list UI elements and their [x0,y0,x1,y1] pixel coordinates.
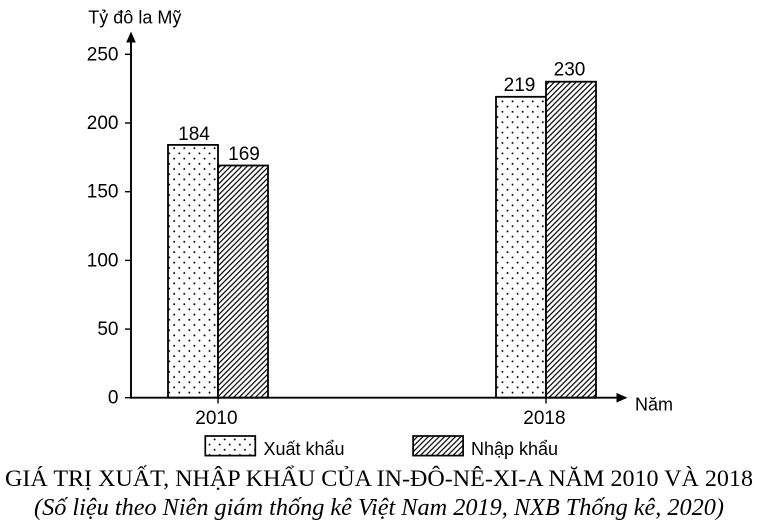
svg-text:Xuất khẩu: Xuất khẩu [264,439,345,459]
svg-text:(Số liệu theo Niên giám thống: (Số liệu theo Niên giám thống kê Việt Na… [34,495,724,521]
svg-text:100: 100 [87,250,119,271]
svg-text:0: 0 [108,388,119,409]
svg-text:Nhập khẩu: Nhập khẩu [471,439,558,459]
svg-text:184: 184 [178,124,210,145]
svg-text:GIÁ TRỊ XUẤT, NHẬP KHẨU CỦA IN: GIÁ TRỊ XUẤT, NHẬP KHẨU CỦA IN-ĐÔ-NÊ-XI-… [5,465,753,491]
svg-text:230: 230 [554,60,586,81]
svg-text:50: 50 [97,319,118,340]
svg-text:2018: 2018 [523,408,565,429]
svg-text:200: 200 [87,113,119,134]
svg-text:169: 169 [228,144,260,165]
svg-text:2010: 2010 [195,408,237,429]
svg-text:150: 150 [87,182,119,203]
svg-text:Tỷ đô la Mỹ: Tỷ đô la Mỹ [88,7,181,27]
svg-text:Năm: Năm [635,395,673,415]
svg-text:219: 219 [504,75,536,96]
svg-text:250: 250 [87,44,119,65]
